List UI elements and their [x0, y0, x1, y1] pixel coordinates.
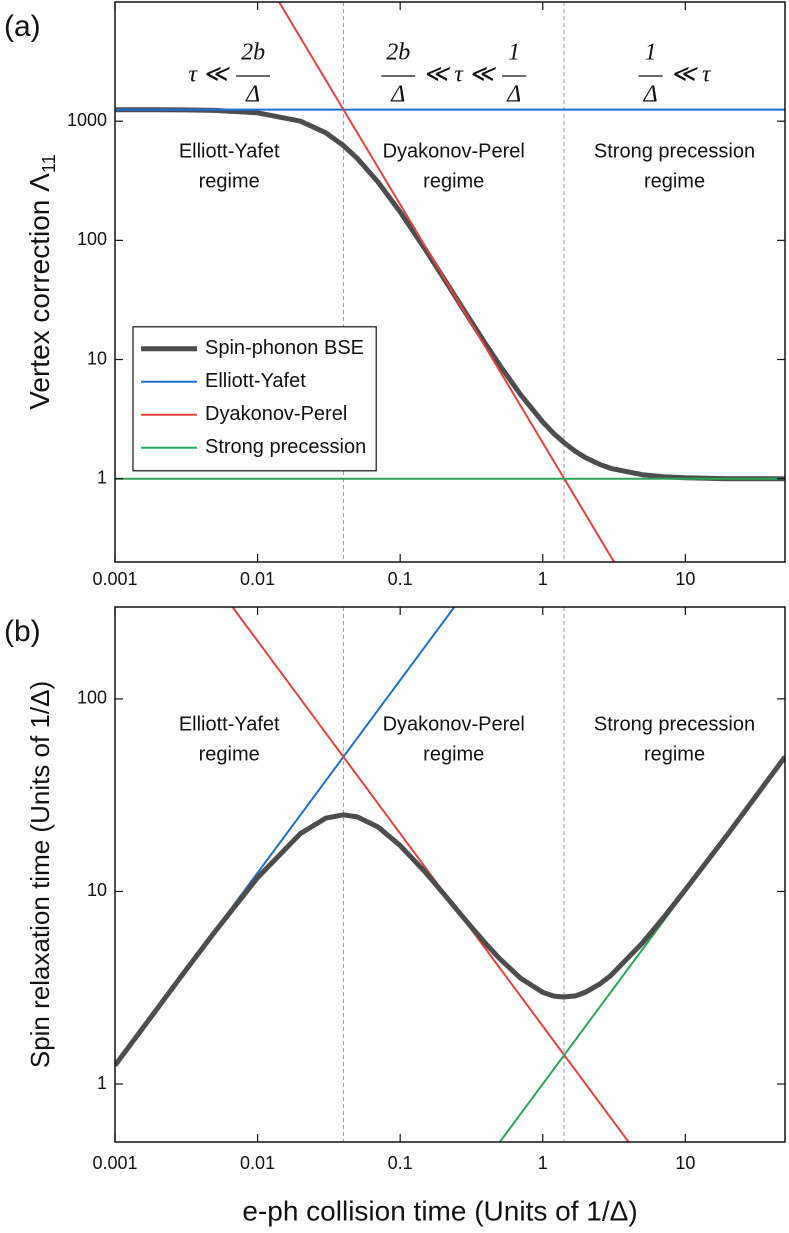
y-axis-title: Spin relaxation time (Units of 1/Δ) [25, 681, 55, 1068]
series-line [277, 2, 616, 562]
regime-label: Dyakonov-Perel [383, 713, 525, 735]
regime-label: regime [644, 743, 705, 765]
series-line [115, 755, 785, 1067]
y-tick-label: 100 [77, 229, 107, 249]
legend-label: Spin-phonon BSE [205, 337, 364, 359]
fraction-numerator: 2b [386, 40, 410, 66]
x-tick-label: 0.01 [240, 1153, 275, 1173]
fraction-denominator: Δ [390, 82, 405, 108]
y-axis-title-sub: 11 [39, 154, 59, 173]
panel-label: (b) [4, 615, 41, 648]
series-line [115, 107, 785, 482]
x-axis-title: e-ph collision time (Units of 1/Δ) [242, 1195, 637, 1226]
plot-frame [114, 1, 786, 563]
regime-condition: τ ≪ 2b Δ [188, 40, 271, 108]
y-tick-label: 100 [77, 688, 107, 708]
y-tick-label: 10 [87, 348, 107, 368]
regime-label: Strong precession [594, 713, 755, 735]
regime-label: regime [199, 743, 260, 765]
regime-condition: 2b Δ ≪ τ ≪ 1 Δ [381, 40, 527, 108]
legend-label: Dyakonov-Perel [205, 403, 347, 425]
regime-label: Elliott-Yafet [179, 140, 280, 162]
x-tick-label: 0.001 [92, 569, 137, 589]
x-tick-label: 0.001 [92, 1153, 137, 1173]
regime-label: Strong precession [594, 140, 755, 162]
condition-text: τ ≪ [188, 62, 231, 88]
panel-label: (a) [4, 10, 41, 43]
x-tick-label: 0.01 [240, 569, 275, 589]
x-tick-label: 10 [675, 569, 695, 589]
fraction-numerator: 1 [508, 40, 520, 66]
y-axis-title: Vertex correction Λ11 [24, 154, 58, 409]
fraction-numerator: 2b [241, 40, 265, 66]
condition-text: ≪ τ ≪ [423, 62, 497, 88]
regime-label: regime [644, 170, 705, 192]
y-tick-label: 1 [97, 467, 107, 487]
y-axis-title-text: Spin relaxation time (Units of 1/Δ) [25, 681, 55, 1068]
legend: Spin-phonon BSE Elliott-Yafet Dyakonov-Per… [132, 326, 377, 472]
plot-frame [114, 606, 786, 1143]
legend-label: Elliott-Yafet [205, 370, 306, 392]
regime-condition: 1 Δ ≪ τ [638, 40, 712, 108]
y-tick-label: 1000 [67, 110, 107, 130]
x-tick-label: 10 [675, 1153, 695, 1173]
x-tick-label: 1 [538, 569, 548, 589]
fraction-denominator: Δ [245, 82, 260, 108]
y-tick-label: 10 [87, 880, 107, 900]
condition-text: ≪ τ [671, 62, 712, 88]
series-line [231, 607, 630, 1142]
regime-label: Elliott-Yafet [179, 713, 280, 735]
x-tick-label: 0.1 [388, 569, 413, 589]
regime-label: regime [199, 170, 260, 192]
regime-label: regime [423, 743, 484, 765]
fraction-numerator: 1 [645, 40, 657, 66]
regime-label: regime [423, 170, 484, 192]
x-tick-label: 1 [538, 1153, 548, 1173]
fraction-denominator: Δ [643, 82, 658, 108]
legend-label: Strong precession [205, 436, 366, 458]
x-tick-label: 0.1 [388, 1153, 413, 1173]
y-tick-label: 1 [97, 1073, 107, 1093]
fraction-denominator: Δ [506, 82, 521, 108]
regime-label: Dyakonov-Perel [383, 140, 525, 162]
y-axis-title-text: Vertex correction Λ [24, 173, 55, 410]
